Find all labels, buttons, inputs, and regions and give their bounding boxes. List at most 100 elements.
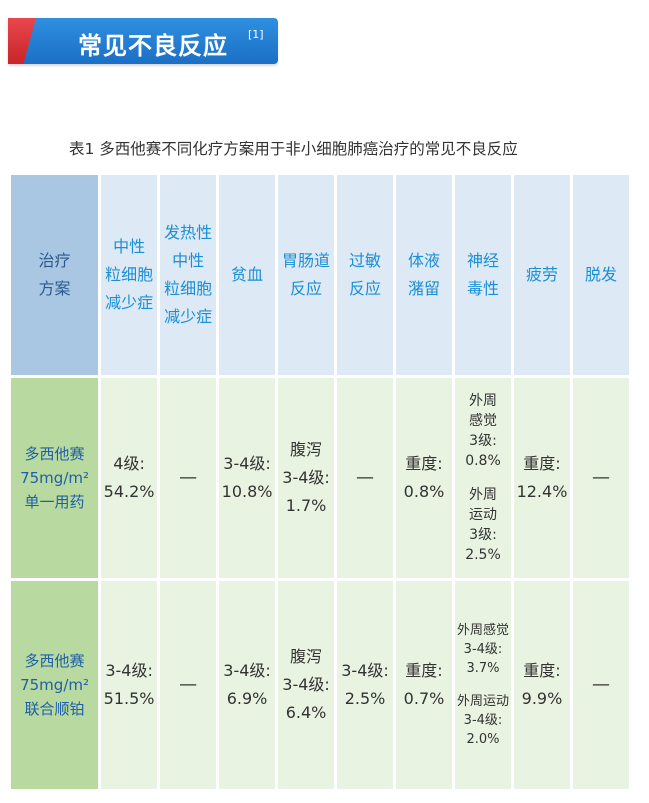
header-treatment-regimen: 治疗 方案 <box>11 175 99 375</box>
cell-text: 3-4级: <box>463 713 503 728</box>
banner-accent-shape <box>8 18 36 64</box>
header-anemia: 贫血 <box>219 175 276 375</box>
cell-text: 3-4级: <box>282 468 330 487</box>
section-title: 常见不良反应 <box>78 32 228 60</box>
header-text: 神经 <box>466 251 499 270</box>
cell-anemia: 3-4级: 6.9% <box>219 581 276 789</box>
cell-text: 3-4级: <box>105 661 153 680</box>
row-label-text: 联合顺铂 <box>24 700 85 718</box>
cell-text: — <box>179 467 198 488</box>
header-text: 脱发 <box>584 265 617 284</box>
header-text: 治疗 <box>38 251 71 270</box>
adverse-reactions-table: 治疗 方案 中性 粒细胞 减少症 发热性 中性 粒细胞 减少症 贫血 胃肠道 反… <box>8 172 632 792</box>
cell-text: 3-4级: <box>282 675 330 694</box>
cell-fatigue: 重度: 9.9% <box>513 581 570 789</box>
header-text: 贫血 <box>231 265 264 284</box>
header-text: 方案 <box>38 279 71 298</box>
cell-text: 3-4级: <box>341 661 389 680</box>
cell-neurotoxicity: 外周感觉 3-4级: 3.7% 外周运动 3-4级: 2.0% <box>455 581 511 789</box>
cell-text: 3级: <box>469 527 497 543</box>
table-row: 多西他赛 75mg/m² 联合顺铂 3-4级: 51.5% — 3-4级: 6.… <box>11 581 629 789</box>
cell-text: 3-4级: <box>463 642 503 657</box>
cell-text: 51.5% <box>103 689 155 708</box>
header-text: 反应 <box>349 279 382 298</box>
cell-text: 6.9% <box>226 689 268 708</box>
cell-gi-reaction: 腹泻 3-4级: 6.4% <box>278 581 335 789</box>
header-row: 治疗 方案 中性 粒细胞 减少症 发热性 中性 粒细胞 减少症 贫血 胃肠道 反… <box>11 175 629 375</box>
cell-text: 4级: <box>113 454 145 473</box>
cell-text: — <box>179 674 198 695</box>
header-text: 发热性 <box>164 223 213 242</box>
header-allergic-reaction: 过敏 反应 <box>337 175 394 375</box>
section-banner: 常见不良反应 [1] <box>8 18 278 64</box>
header-text: 中性 <box>113 237 146 256</box>
cell-gi-reaction: 腹泻 3-4级: 1.7% <box>278 378 335 578</box>
header-neurotoxicity: 神经 毒性 <box>455 175 511 375</box>
cell-text: 2.0% <box>466 732 500 747</box>
header-text: 过敏 <box>349 251 382 270</box>
header-text: 潴留 <box>408 279 441 298</box>
cell-text: 3-4级: <box>223 454 271 473</box>
cell-text: 0.8% <box>403 482 445 501</box>
cell-fluid-retention: 重度: 0.8% <box>396 378 452 578</box>
cell-text: 3.7% <box>466 661 500 676</box>
header-text: 反应 <box>290 279 323 298</box>
row-label-text: 多西他赛 <box>24 445 85 463</box>
cell-text: 3-4级: <box>223 661 271 680</box>
header-gi-reaction: 胃肠道 反应 <box>278 175 335 375</box>
row-label-text: 单一用药 <box>24 493 85 511</box>
row-label-text: 75mg/m² <box>20 676 89 694</box>
table-row: 多西他赛 75mg/m² 单一用药 4级: 54.2% — 3-4级: 10.8… <box>11 378 629 578</box>
cell-text: 重度: <box>405 454 443 473</box>
cell-text: 0.8% <box>465 453 501 469</box>
cell-text: 外周运动 <box>456 694 509 709</box>
cell-text: 2.5% <box>344 689 386 708</box>
cell-text: 运动 <box>468 507 497 523</box>
cell-text: 3级: <box>469 433 497 449</box>
header-febrile-neutropenia: 发热性 中性 粒细胞 减少症 <box>160 175 217 375</box>
cell-text: 感觉 <box>468 413 497 429</box>
header-neutropenia: 中性 粒细胞 减少症 <box>101 175 158 375</box>
cell-neutropenia: 3-4级: 51.5% <box>101 581 158 789</box>
cell-text: 10.8% <box>221 482 273 501</box>
cell-febrile-neutropenia: — <box>160 378 217 578</box>
cell-alopecia: — <box>572 581 629 789</box>
cell-fluid-retention: 重度: 0.7% <box>396 581 452 789</box>
cell-text: 外周 <box>468 393 497 409</box>
cell-text: — <box>591 467 610 488</box>
header-fatigue: 疲劳 <box>513 175 570 375</box>
header-text: 中性 <box>172 251 205 270</box>
cell-febrile-neutropenia: — <box>160 581 217 789</box>
cell-fatigue: 重度: 12.4% <box>513 378 570 578</box>
cell-text: 重度: <box>405 661 443 680</box>
spacer <box>455 471 511 485</box>
cell-text: 腹泻 <box>290 647 323 666</box>
row-label-monotherapy: 多西他赛 75mg/m² 单一用药 <box>11 378 99 578</box>
header-alopecia: 脱发 <box>572 175 629 375</box>
cell-text: 9.9% <box>521 689 563 708</box>
cell-text: 重度: <box>523 454 561 473</box>
cell-text: 外周 <box>468 487 497 503</box>
header-text: 减少症 <box>164 307 213 326</box>
cell-text: — <box>356 467 375 488</box>
row-label-text: 多西他赛 <box>24 652 85 670</box>
cell-text: 2.5% <box>465 547 501 563</box>
spacer <box>455 678 511 692</box>
header-text: 减少症 <box>105 293 154 312</box>
cell-text: 6.4% <box>285 703 327 722</box>
cell-text: — <box>591 674 610 695</box>
reference-marker: [1] <box>248 28 264 41</box>
cell-neurotoxicity: 外周 感觉 3级: 0.8% 外周 运动 3级: 2.5% <box>455 378 511 578</box>
cell-anemia: 3-4级: 10.8% <box>219 378 276 578</box>
cell-text: 12.4% <box>516 482 568 501</box>
cell-text: 1.7% <box>285 496 327 515</box>
table-caption: 表1 多西他赛不同化疗方案用于非小细胞肺癌治疗的常见不良反应 <box>69 140 518 158</box>
cell-text: 腹泻 <box>290 440 323 459</box>
cell-neutropenia: 4级: 54.2% <box>101 378 158 578</box>
cell-text: 外周感觉 <box>456 623 509 638</box>
row-label-text: 75mg/m² <box>20 469 89 487</box>
header-text: 疲劳 <box>525 265 558 284</box>
cell-text: 54.2% <box>103 482 155 501</box>
header-text: 胃肠道 <box>282 251 331 270</box>
header-text: 体液 <box>408 251 441 270</box>
